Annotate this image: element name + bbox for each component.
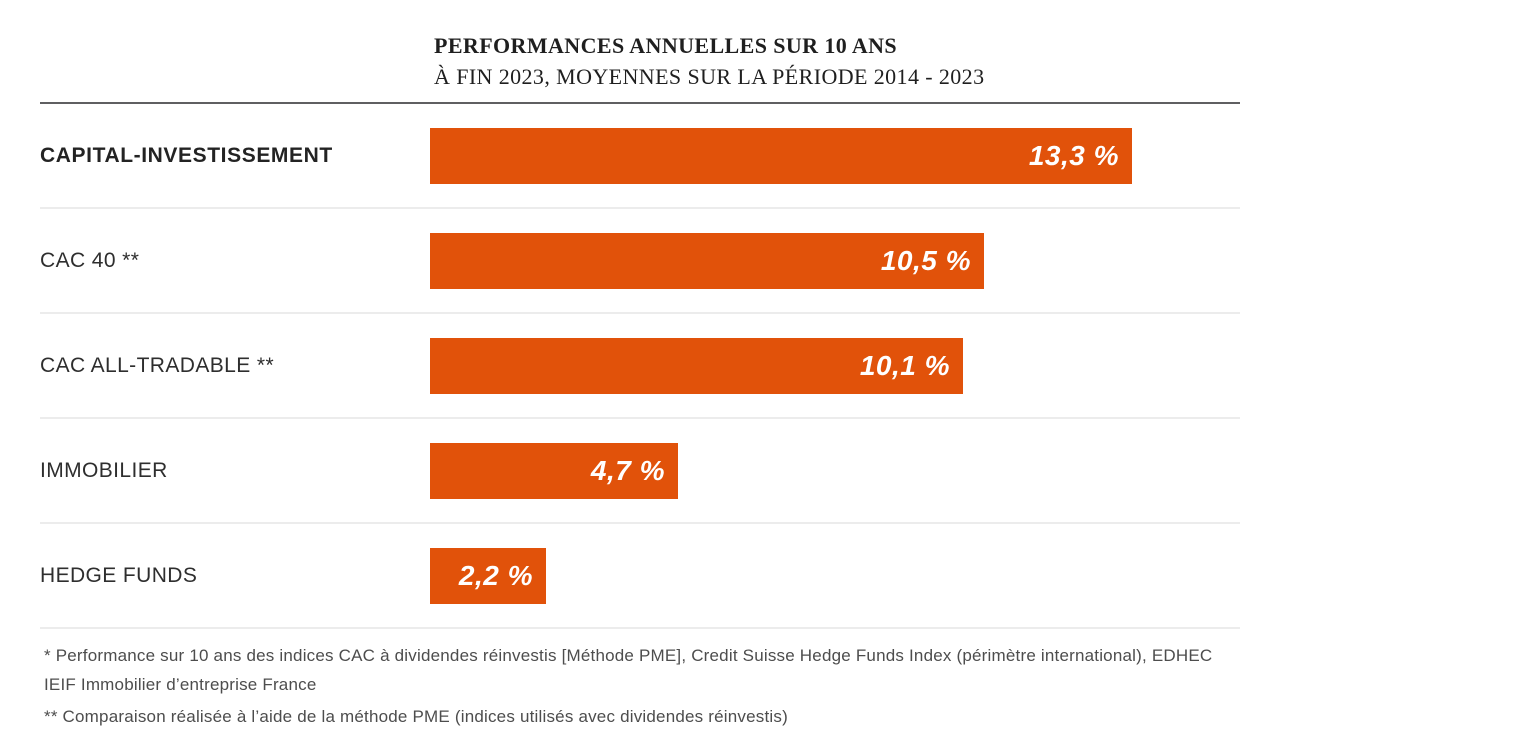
footnote-asterisk: * Performance sur 10 ans des indices CAC… <box>44 646 1213 694</box>
bar-row-capital-investissement: CAPITAL-INVESTISSEMENT 13,3 % <box>40 104 1240 209</box>
title-rule <box>40 102 1240 104</box>
bar-row-cac-40: CAC 40 ** 10,5 % <box>40 209 1240 314</box>
chart-title-block: PERFORMANCES ANNUELLES SUR 10 ANS À FIN … <box>434 30 984 92</box>
bar-value-label: 13,3 % <box>1028 139 1119 171</box>
chart-subtitle: À FIN 2023, MOYENNES SUR LA PÉRIODE 2014… <box>434 64 985 89</box>
category-label: IMMOBILIER <box>40 458 168 482</box>
bar-track: 13,3 % <box>430 127 1240 184</box>
category-label: CAC 40 ** <box>40 248 140 272</box>
footnotes: * Performance sur 10 ans des indices CAC… <box>44 641 1234 731</box>
category-label: HEDGE FUNDS <box>40 563 198 587</box>
category-label: CAPITAL-INVESTISSEMENT <box>40 143 333 167</box>
bar: 2,2 % <box>430 547 546 604</box>
bar-track: 2,2 % <box>430 547 1240 604</box>
chart-title: PERFORMANCES ANNUELLES SUR 10 ANS <box>434 33 898 58</box>
bar-row-immobilier: IMMOBILIER 4,7 % <box>40 419 1240 524</box>
bar-row-cac-all-tradable: CAC ALL-TRADABLE ** 10,1 % <box>40 314 1240 419</box>
bar: 10,5 % <box>430 232 984 289</box>
bar-rows: CAPITAL-INVESTISSEMENT 13,3 % CAC 40 ** … <box>40 104 1240 629</box>
bar-value-label: 10,5 % <box>880 244 971 276</box>
bar-value-label: 10,1 % <box>859 349 950 381</box>
bar-value-label: 4,7 % <box>590 454 665 486</box>
bar-track: 10,1 % <box>430 337 1240 394</box>
footnote-double-asterisk: ** Comparaison réalisée à l’aide de la m… <box>44 707 788 726</box>
bar-value-label: 2,2 % <box>458 559 533 591</box>
bar-track: 10,5 % <box>430 232 1240 289</box>
bar: 13,3 % <box>430 127 1132 184</box>
category-label: CAC ALL-TRADABLE ** <box>40 353 275 377</box>
bar-track: 4,7 % <box>430 442 1240 499</box>
bar: 10,1 % <box>430 337 963 394</box>
bar: 4,7 % <box>430 442 678 499</box>
bar-row-hedge-funds: HEDGE FUNDS 2,2 % <box>40 524 1240 629</box>
